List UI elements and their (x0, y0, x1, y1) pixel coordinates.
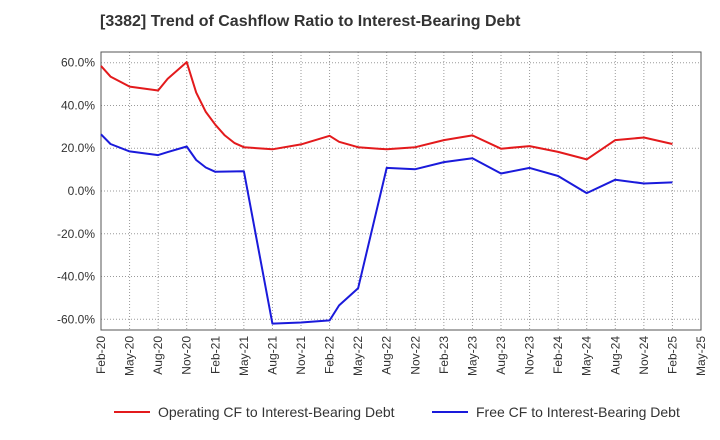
x-tick-label: Aug-23 (494, 336, 508, 375)
legend-swatch-operating-cf (114, 411, 150, 413)
series-line-1 (100, 133, 673, 325)
y-tick-label: -20.0% (57, 227, 95, 241)
x-tick-label: Aug-22 (380, 336, 394, 375)
legend-item-operating-cf: Operating CF to Interest-Bearing Debt (114, 404, 395, 420)
x-tick-label: Aug-21 (265, 336, 279, 375)
legend-swatch-free-cf (432, 411, 468, 413)
legend-label-free-cf: Free CF to Interest-Bearing Debt (476, 404, 680, 420)
axes (100, 51, 702, 331)
x-tick-label: Aug-24 (608, 336, 622, 375)
x-tick-label: May-22 (351, 336, 365, 376)
y-tick-label: 40.0% (61, 98, 95, 112)
x-tick-label: Feb-25 (665, 336, 679, 374)
x-tick-label: May-21 (237, 336, 251, 376)
y-tick-label: -40.0% (57, 270, 95, 284)
x-tick-label: Aug-20 (151, 336, 165, 375)
chart-title: [3382] Trend of Cashflow Ratio to Intere… (100, 13, 521, 30)
x-tick-label: May-24 (580, 336, 594, 376)
y-tick-labels: 60.0% 40.0% 20.0% 0.0% -20.0% -40.0% -60.0% (57, 56, 95, 327)
x-tick-label: Nov-23 (523, 336, 537, 375)
x-tick-label: Feb-23 (437, 336, 451, 374)
grid-lines (100, 52, 702, 330)
y-tick-label: 0.0% (68, 184, 96, 198)
x-tick-label: Nov-22 (408, 336, 422, 375)
y-tick-label: 20.0% (61, 141, 95, 155)
x-tick-label: Feb-21 (208, 336, 222, 374)
x-tick-label: May-23 (465, 336, 479, 376)
x-tick-label: Feb-22 (323, 336, 337, 374)
x-tick-label: Feb-20 (94, 336, 108, 374)
x-tick-label: Feb-24 (551, 336, 565, 374)
legend-label-operating-cf: Operating CF to Interest-Bearing Debt (158, 404, 395, 420)
x-tick-label: May-20 (123, 336, 137, 376)
series-lines (100, 61, 673, 325)
x-tick-labels: Feb-20 May-20 Aug-20 Nov-20 Feb-21 May-21 Aug-… (94, 336, 708, 376)
plot-frame (100, 51, 702, 331)
legend-item-free-cf: Free CF to Interest-Bearing Debt (432, 404, 680, 420)
x-tick-label: Nov-21 (294, 336, 308, 375)
y-tick-label: -60.0% (57, 312, 95, 326)
y-tick-label: 60.0% (61, 56, 95, 70)
x-tick-label: Nov-24 (637, 336, 651, 375)
series-line-0 (100, 61, 673, 161)
x-tick-label: May-25 (694, 336, 708, 376)
x-tick-label: Nov-20 (180, 336, 194, 375)
